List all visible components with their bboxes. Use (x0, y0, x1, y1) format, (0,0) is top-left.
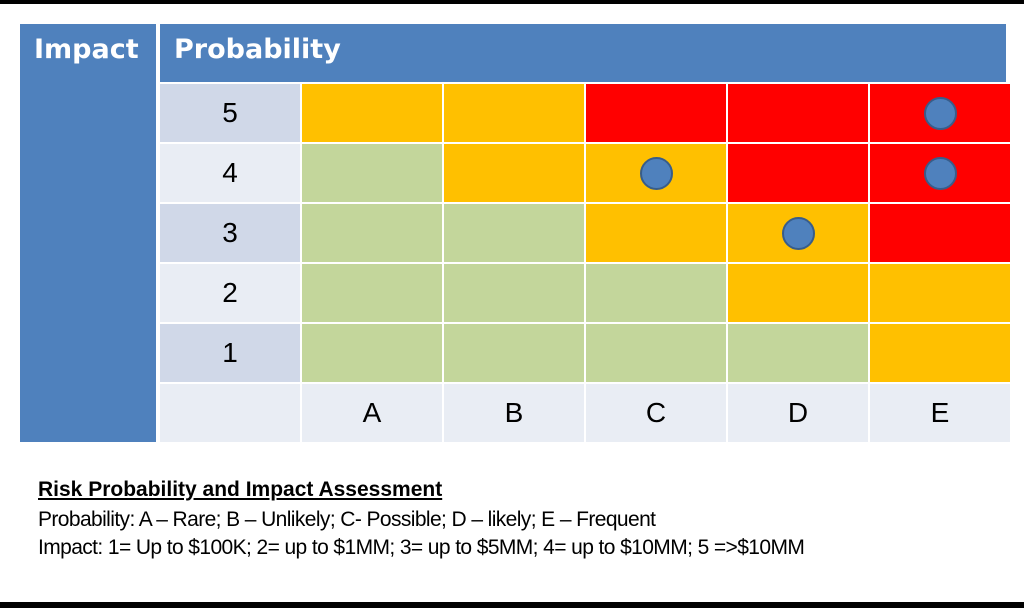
matrix-cell-2-A (302, 264, 442, 322)
impact-row-label: 2 (160, 264, 300, 322)
matrix-cell-3-A (302, 204, 442, 262)
risk-marker (924, 157, 957, 190)
matrix-cell-3-C (586, 204, 726, 262)
probability-column-label: D (728, 384, 868, 442)
matrix-cell-2-C (586, 264, 726, 322)
matrix-cell-5-C (586, 84, 726, 142)
risk-marker (924, 97, 957, 130)
matrix-cell-1-A (302, 324, 442, 382)
matrix-cell-4-A (302, 144, 442, 202)
matrix-cell-5-E (870, 84, 1010, 142)
matrix-cell-4-E (870, 144, 1010, 202)
impact-row-label: 3 (160, 204, 300, 262)
probability-axis-header: Probability (160, 24, 1006, 82)
matrix-cell-5-D (728, 84, 868, 142)
probability-column-label: E (870, 384, 1010, 442)
matrix-cell-1-C (586, 324, 726, 382)
risk-marker (782, 217, 815, 250)
legend-title: Risk Probability and Impact Assessment (38, 478, 443, 501)
impact-row-label: 1 (160, 324, 300, 382)
matrix-cell-4-C (586, 144, 726, 202)
impact-row-label: 4 (160, 144, 300, 202)
legend-impact-line: Impact: 1= Up to $100K; 2= up to $1MM; 3… (38, 536, 805, 559)
matrix-cell-4-B (444, 144, 584, 202)
impact-row-label: 5 (160, 84, 300, 142)
impact-axis-label: Impact (34, 34, 139, 65)
matrix-cell-5-A (302, 84, 442, 142)
matrix-cell-3-D (728, 204, 868, 262)
grid-corner (160, 384, 300, 442)
matrix-cell-2-B (444, 264, 584, 322)
probability-column-label: C (586, 384, 726, 442)
impact-axis-header: Impact (20, 24, 156, 442)
matrix-cell-2-D (728, 264, 868, 322)
probability-axis-label: Probability (174, 34, 341, 65)
probability-column-label: B (444, 384, 584, 442)
matrix-cell-5-B (444, 84, 584, 142)
matrix-cell-1-D (728, 324, 868, 382)
risk-marker (640, 157, 673, 190)
matrix-cell-3-B (444, 204, 584, 262)
legend: Risk Probability and Impact Assessment P… (38, 478, 805, 562)
matrix-cell-1-B (444, 324, 584, 382)
matrix-cell-3-E (870, 204, 1010, 262)
matrix-cell-2-E (870, 264, 1010, 322)
probability-column-label: A (302, 384, 442, 442)
matrix-cell-1-E (870, 324, 1010, 382)
legend-probability-line: Probability: A – Rare; B – Unlikely; C- … (38, 508, 656, 531)
matrix-cell-4-D (728, 144, 868, 202)
